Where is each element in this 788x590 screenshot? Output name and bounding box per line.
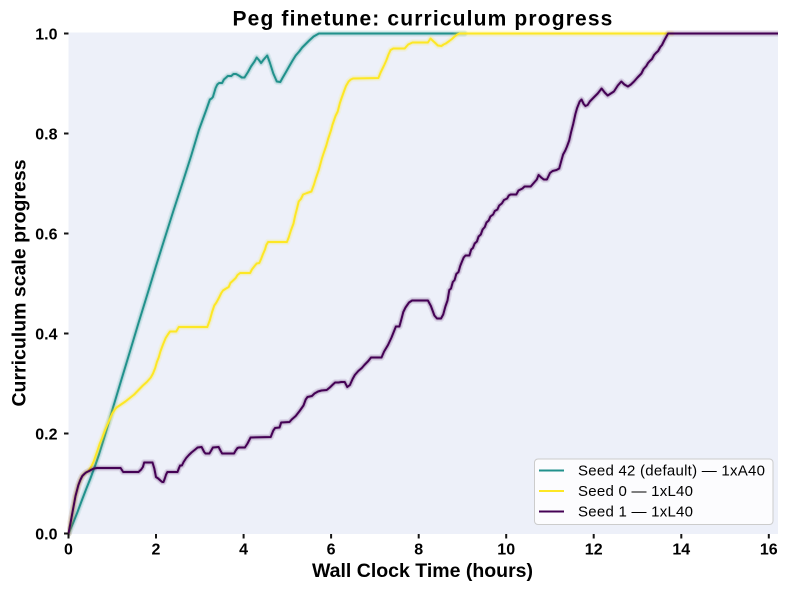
svg-text:0.8: 0.8 xyxy=(35,127,57,144)
svg-text:Peg finetune: curriculum progr: Peg finetune: curriculum progress xyxy=(232,8,613,31)
svg-text:6: 6 xyxy=(327,542,336,559)
svg-text:8: 8 xyxy=(414,542,423,559)
svg-text:Curriculum scale progress: Curriculum scale progress xyxy=(9,159,31,406)
svg-text:1.0: 1.0 xyxy=(35,27,57,44)
svg-text:14: 14 xyxy=(672,542,690,559)
svg-text:2: 2 xyxy=(152,542,161,559)
svg-text:10: 10 xyxy=(497,542,515,559)
svg-text:16: 16 xyxy=(760,542,778,559)
svg-text:0.6: 0.6 xyxy=(35,227,57,244)
svg-text:0.2: 0.2 xyxy=(35,427,57,444)
svg-text:0.4: 0.4 xyxy=(35,327,57,344)
svg-text:0.0: 0.0 xyxy=(35,527,57,544)
svg-text:0: 0 xyxy=(64,542,73,559)
svg-text:4: 4 xyxy=(239,542,248,559)
svg-text:Seed 1 — 1xL40: Seed 1 — 1xL40 xyxy=(578,504,693,521)
svg-text:12: 12 xyxy=(585,542,603,559)
svg-text:Seed 42 (default) — 1xA40: Seed 42 (default) — 1xA40 xyxy=(578,463,765,480)
svg-text:Wall Clock Time (hours): Wall Clock Time (hours) xyxy=(312,560,533,582)
svg-text:Seed 0 — 1xL40: Seed 0 — 1xL40 xyxy=(578,483,693,500)
